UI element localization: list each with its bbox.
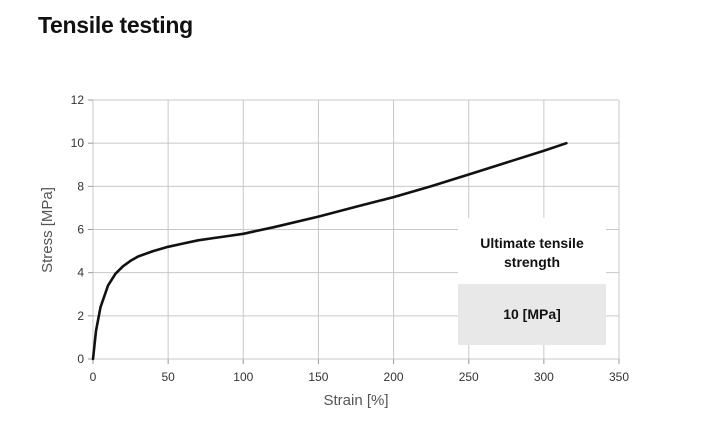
- x-tick-label: 300: [534, 370, 554, 384]
- x-tick-label: 250: [459, 370, 479, 384]
- x-tick-label: 100: [233, 370, 253, 384]
- x-tick-label: 150: [308, 370, 328, 384]
- x-tick-label: 0: [90, 370, 97, 384]
- y-tick-label: 2: [77, 309, 84, 323]
- y-tick-label: 10: [71, 136, 85, 150]
- stress-strain-curve: [91, 141, 568, 361]
- y-tick-label: 4: [77, 266, 84, 280]
- y-tick-label: 12: [71, 93, 85, 107]
- page-title: Tensile testing: [38, 12, 193, 38]
- x-tick-label: 200: [384, 370, 404, 384]
- ultimate-tensile-strength-card: Ultimate tensile strength 10 [MPa]: [458, 218, 606, 345]
- x-axis-label: Strain [%]: [323, 392, 388, 409]
- tick-labels: 0 50 100 150 200 250 300 350 0 2 4 6 8 10 12: [71, 93, 630, 384]
- uts-title: Ultimate tensile strength: [480, 235, 584, 270]
- y-axis-label: Stress [MPa]: [39, 187, 56, 273]
- y-tick-label: 0: [77, 352, 84, 366]
- x-tick-label: 50: [161, 370, 175, 384]
- y-tick-label: 6: [77, 223, 84, 237]
- uts-value: 10 [MPa]: [503, 306, 561, 322]
- uts-value-box: 10 [MPa]: [458, 284, 606, 345]
- x-tick-label: 350: [609, 370, 629, 384]
- y-tick-label: 8: [77, 179, 84, 193]
